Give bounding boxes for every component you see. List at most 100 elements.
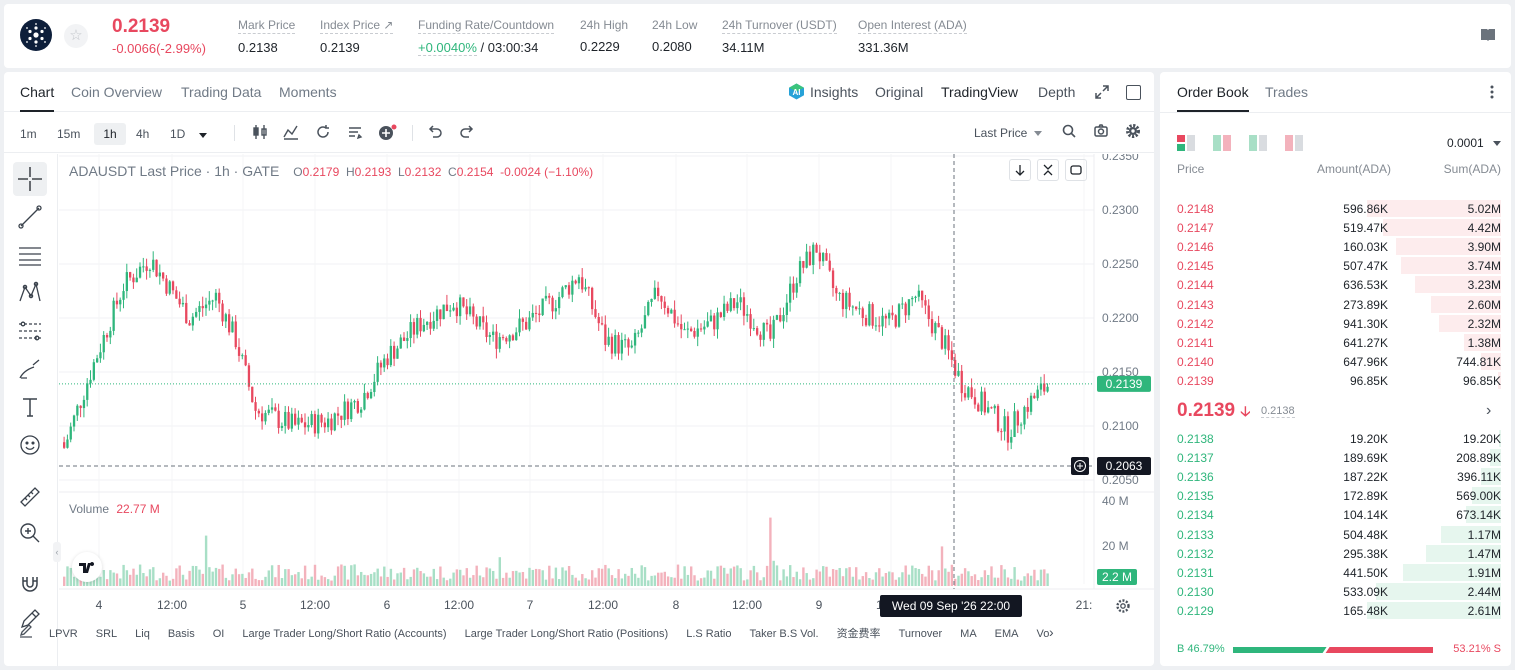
window-icon[interactable] bbox=[1126, 85, 1141, 100]
indicator-10[interactable]: Turnover bbox=[898, 628, 943, 640]
indicator-12[interactable]: EMA bbox=[994, 628, 1019, 640]
candlestick-type-icon[interactable] bbox=[250, 123, 270, 143]
text-tool-icon[interactable] bbox=[13, 390, 47, 424]
crosshair-tool-icon[interactable] bbox=[13, 162, 47, 196]
last-price-select[interactable]: Last Price bbox=[974, 126, 1042, 140]
bid-row[interactable]: 0.2135 172.89K 569.00K bbox=[1160, 486, 1511, 505]
interval-1d[interactable]: 1D bbox=[170, 127, 186, 141]
tab-order-book[interactable]: Order Book bbox=[1177, 84, 1249, 112]
ask-row[interactable]: 0.2148 596.86K 5.02M bbox=[1160, 199, 1511, 218]
add-indicator-icon[interactable] bbox=[377, 123, 397, 143]
tab-depth[interactable]: Depth bbox=[1038, 84, 1076, 100]
emoji-tool-icon[interactable] bbox=[13, 428, 47, 462]
precision-select[interactable]: 0.0001 bbox=[1447, 136, 1502, 150]
bid-row[interactable]: 0.2131 441.50K 1.91M bbox=[1160, 563, 1511, 582]
interval-1h[interactable]: 1h bbox=[94, 123, 126, 145]
search-icon[interactable] bbox=[1059, 123, 1079, 143]
bid-row[interactable]: 0.2137 189.69K 208.89K bbox=[1160, 448, 1511, 467]
horizontal-lines-tool-icon[interactable] bbox=[13, 238, 47, 272]
indicator-7[interactable]: L.S Ratio bbox=[686, 628, 732, 640]
ask-row[interactable]: 0.2140 647.96K 744.81K bbox=[1160, 352, 1511, 371]
tab-trades[interactable]: Trades bbox=[1265, 84, 1309, 100]
collapse-left-icon[interactable]: ‹ bbox=[53, 542, 61, 562]
funding-label[interactable]: Funding Rate/Countdown bbox=[418, 18, 555, 34]
ask-row[interactable]: 0.2139 96.85K 96.85K bbox=[1160, 371, 1511, 390]
fib-tool-icon[interactable] bbox=[13, 314, 47, 348]
indicator-2[interactable]: Liq bbox=[135, 628, 150, 640]
ruler-tool-icon[interactable] bbox=[13, 480, 47, 514]
collapse-icon[interactable] bbox=[1037, 159, 1059, 181]
camera-icon[interactable] bbox=[1091, 123, 1111, 143]
bid-row[interactable]: 0.2130 533.09K 2.44M bbox=[1160, 582, 1511, 601]
ob-view-split-icon[interactable] bbox=[1213, 135, 1231, 154]
open-interest-label[interactable]: Open Interest (ADA) bbox=[858, 18, 967, 34]
magnet-tool-icon[interactable] bbox=[13, 566, 47, 600]
ob-view-both-icon[interactable] bbox=[1177, 135, 1195, 154]
replay-icon[interactable] bbox=[313, 123, 333, 143]
mark-price-label[interactable]: Mark Price bbox=[238, 18, 296, 34]
interval-1m[interactable]: 1m bbox=[20, 127, 37, 141]
indicator-1[interactable]: SRL bbox=[95, 628, 118, 640]
brush-tool-icon[interactable] bbox=[13, 352, 47, 386]
bid-row[interactable]: 0.2138 19.20K 19.20K bbox=[1160, 429, 1511, 448]
ask-row[interactable]: 0.2145 507.47K 3.74M bbox=[1160, 256, 1511, 275]
index-price-label[interactable]: Index Price ↗ bbox=[320, 18, 394, 34]
tab-coin-overview[interactable]: Coin Overview bbox=[71, 84, 163, 100]
ask-row[interactable]: 0.2142 941.30K 2.32M bbox=[1160, 314, 1511, 333]
interval-15m[interactable]: 15m bbox=[57, 127, 81, 141]
trend-line-tool-icon[interactable] bbox=[13, 200, 47, 234]
book-icon[interactable] bbox=[1480, 28, 1496, 42]
bid-row[interactable]: 0.2129 165.48K 2.61M bbox=[1160, 601, 1511, 620]
bid-row[interactable]: 0.2134 104.14K 673.14K bbox=[1160, 505, 1511, 524]
indicators-icon[interactable] bbox=[281, 123, 301, 143]
interval-dropdown-icon[interactable] bbox=[198, 129, 208, 143]
settings-gear-icon[interactable] bbox=[1123, 123, 1143, 143]
indicator-9[interactable]: 资金费率 bbox=[836, 628, 881, 640]
ob-mid-mark[interactable]: 0.2138 bbox=[1261, 405, 1295, 418]
templates-icon[interactable] bbox=[345, 123, 365, 143]
bid-row[interactable]: 0.2136 187.22K 396.11K bbox=[1160, 467, 1511, 486]
indicator-3[interactable]: Basis bbox=[167, 628, 195, 640]
indicator-0[interactable]: LPVR bbox=[49, 628, 78, 640]
bid-row[interactable]: 0.2132 295.38K 1.47M bbox=[1160, 544, 1511, 563]
ask-row[interactable]: 0.2143 273.89K 2.60M bbox=[1160, 295, 1511, 314]
tab-insights[interactable]: Insights bbox=[810, 84, 859, 100]
undo-icon[interactable] bbox=[425, 123, 445, 143]
expand-icon[interactable] bbox=[1094, 84, 1110, 100]
price-chart[interactable]: 0.2350 0.2300 0.2250 0.2200 0.2150 0.2100 0.20… bbox=[59, 154, 1154, 666]
interval-4h[interactable]: 4h bbox=[136, 127, 150, 141]
bid-row[interactable]: 0.2133 504.48K 1.17M bbox=[1160, 525, 1511, 544]
chevron-right-icon[interactable]: › bbox=[1486, 402, 1492, 419]
legend-symbol[interactable]: ADAUSDT Last Price · 1h · GATE bbox=[69, 163, 280, 179]
pencil-tool-icon[interactable] bbox=[13, 602, 47, 636]
turnover-label[interactable]: 24h Turnover (USDT) bbox=[722, 18, 837, 34]
favorite-star-icon[interactable]: ☆ bbox=[64, 24, 88, 48]
tab-chart[interactable]: Chart bbox=[20, 84, 55, 112]
more-options-icon[interactable] bbox=[1490, 84, 1494, 100]
pattern-tool-icon[interactable] bbox=[13, 276, 47, 310]
chart-settings-icon[interactable] bbox=[1115, 598, 1131, 614]
indicator-13[interactable]: Volu bbox=[1036, 628, 1049, 640]
indicator-scroll-right-icon[interactable]: › bbox=[1049, 624, 1054, 640]
indicator-edit-icon[interactable] bbox=[18, 622, 34, 638]
tab-trading-data[interactable]: Trading Data bbox=[181, 84, 262, 100]
indicator-8[interactable]: Taker B.S Vol. bbox=[749, 628, 819, 640]
zoom-in-tool-icon[interactable] bbox=[13, 516, 47, 550]
tab-tradingview[interactable]: TradingView bbox=[941, 84, 1019, 100]
ask-row[interactable]: 0.2147 519.47K 4.42M bbox=[1160, 218, 1511, 237]
redo-icon[interactable] bbox=[457, 123, 477, 143]
tradingview-logo-icon[interactable] bbox=[72, 552, 102, 582]
ob-view-asks-icon[interactable] bbox=[1285, 135, 1303, 154]
indicator-11[interactable]: MA bbox=[960, 628, 977, 640]
indicator-4[interactable]: OI bbox=[212, 628, 225, 640]
tab-original[interactable]: Original bbox=[875, 84, 924, 100]
scroll-down-icon[interactable] bbox=[1009, 159, 1031, 181]
maximize-pane-icon[interactable] bbox=[1065, 159, 1087, 181]
indicator-6[interactable]: Large Trader Long/Short Ratio (Positions… bbox=[464, 628, 669, 640]
tab-moments[interactable]: Moments bbox=[279, 84, 337, 100]
ask-row[interactable]: 0.2141 641.27K 1.38M bbox=[1160, 333, 1511, 352]
ask-row[interactable]: 0.2146 160.03K 3.90M bbox=[1160, 237, 1511, 256]
ask-row[interactable]: 0.2144 636.53K 3.23M bbox=[1160, 275, 1511, 294]
indicator-5[interactable]: Large Trader Long/Short Ratio (Accounts) bbox=[242, 628, 447, 640]
ob-view-bids-icon[interactable] bbox=[1249, 135, 1267, 154]
